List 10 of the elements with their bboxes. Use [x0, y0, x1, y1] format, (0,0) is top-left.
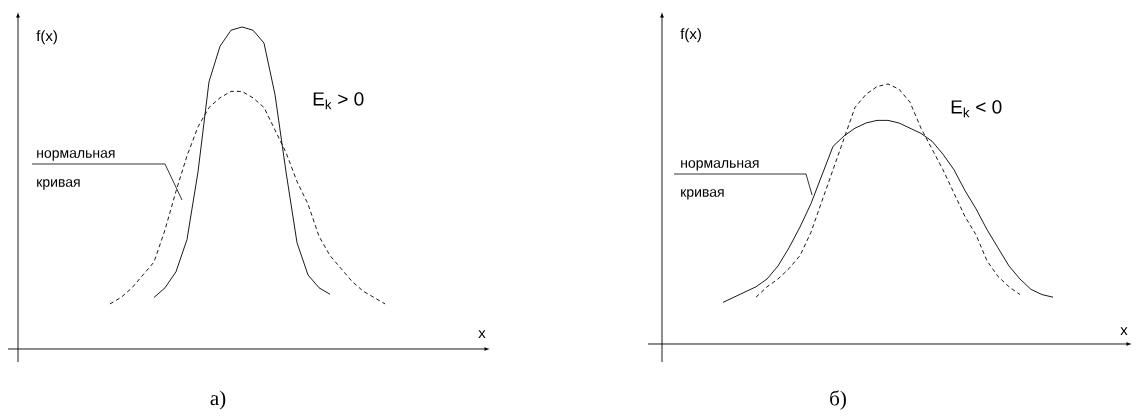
text: нормальная кривая [681, 160, 759, 200]
y-axis-title: f(x) [680, 28, 701, 43]
text: б) [830, 390, 846, 410]
text: а) [210, 390, 226, 410]
y-axis-title: f(x) [36, 30, 57, 45]
annotation: E$_{k}$ < 0 [951, 100, 1002, 118]
x-axis-title: x [478, 330, 486, 339]
text: нормальная кривая [37, 150, 115, 190]
annotation: E$_{k}$ > 0 [313, 92, 364, 110]
x-axis-title: x [1120, 327, 1128, 336]
